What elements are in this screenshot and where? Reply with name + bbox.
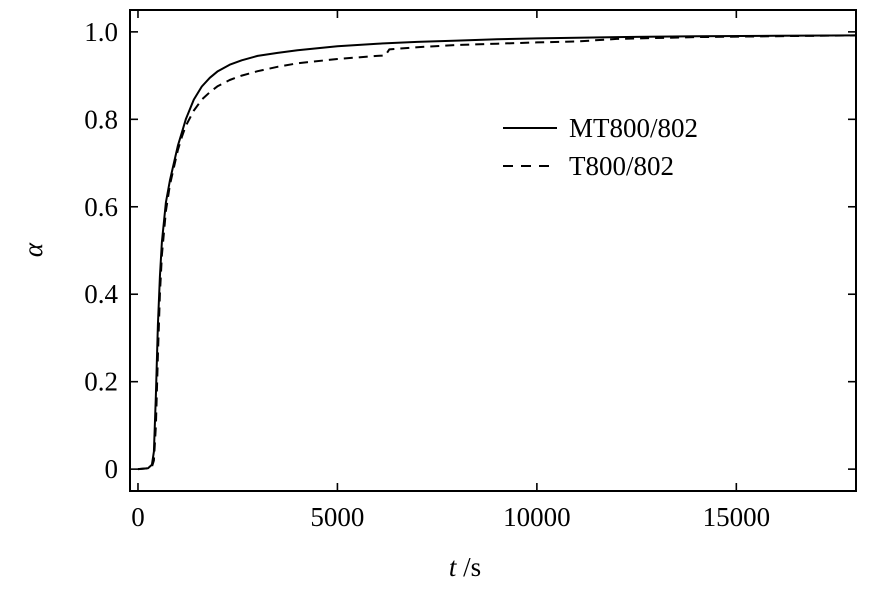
series-line-1 bbox=[137, 34, 857, 471]
y-tick-label: 0.8 bbox=[84, 104, 118, 134]
x-axis-label-unit: /s bbox=[456, 552, 481, 582]
x-axis-label-variable: t bbox=[449, 552, 458, 582]
y-tick-label: 1.0 bbox=[84, 17, 118, 47]
plot-frame bbox=[129, 9, 857, 492]
legend-entry-2: T800/802 bbox=[569, 151, 674, 181]
y-tick-label: 0.4 bbox=[84, 279, 118, 309]
y-axis-label: α bbox=[18, 242, 48, 257]
y-tick-label: 0.6 bbox=[84, 192, 118, 222]
y-tick-label: 0 bbox=[105, 454, 119, 484]
x-axis-label: t /s bbox=[449, 552, 481, 582]
x-tick-label: 5000 bbox=[310, 502, 364, 532]
x-tick-label: 0 bbox=[131, 502, 145, 532]
x-tick-label: 15000 bbox=[703, 502, 771, 532]
series-line-2 bbox=[137, 34, 857, 471]
legend-entry-1: MT800/802 bbox=[569, 113, 698, 143]
x-tick-label: 10000 bbox=[503, 502, 571, 532]
y-tick-label: 0.2 bbox=[84, 367, 118, 397]
